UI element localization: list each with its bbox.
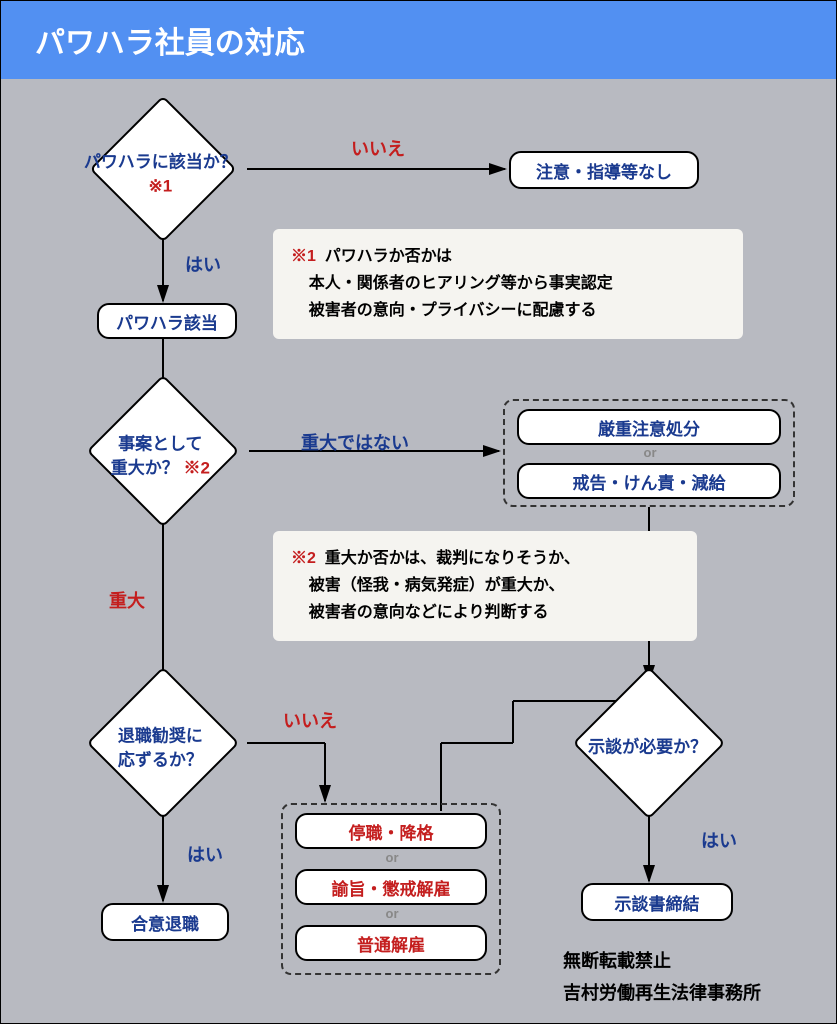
node-caution: 厳重注意処分 (517, 409, 781, 445)
node-applicable: パワハラ該当 (97, 303, 237, 339)
note1-line3: 被害者の意向・プライバシーに配慮する (309, 302, 597, 319)
note-1: ※1 パワハラか否かは 本人・関係者のヒアリング等から事実認定 被害者の意向・プ… (273, 229, 743, 339)
footer-text: 無断転載禁止 吉村労働再生法律事務所 (563, 945, 761, 1010)
decision-pawahara: パワハラに該当か？ ※1 (89, 95, 236, 242)
edge-d3-no-label: いいえ (283, 707, 337, 733)
node-reg-dismiss: 普通解雇 (295, 925, 487, 961)
node-reprimand: 戒告・けん責・減給 (517, 463, 781, 499)
note2-line1: 重大か否かは、裁判になりそうか、 (325, 550, 580, 567)
or-3: or (377, 906, 407, 921)
d2-line1: 事案として (118, 435, 203, 454)
d2-line2: 重大か？ (111, 459, 179, 478)
edge-d4-yes-label: はい (701, 827, 737, 853)
d3-line1: 退職勧奨に (118, 727, 203, 746)
edge-d2-yes-label: 重大 (109, 587, 145, 613)
note-2: ※2 重大か否かは、裁判になりそうか、 被害（怪我・病気発症）が重大か、 被害者… (273, 531, 697, 641)
d1-line1: パワハラに該当か？ (84, 153, 237, 172)
note2-marker: ※2 (291, 550, 316, 567)
or-2: or (377, 850, 407, 865)
d4-label: 示談が必要か？ (588, 737, 707, 756)
note1-line1: パワハラか否かは (325, 248, 452, 265)
d3-line2: 応ずるか？ (118, 751, 203, 770)
edge-d1-yes-label: はい (185, 251, 221, 277)
edge-d1-no-label: いいえ (351, 135, 405, 161)
node-suspend: 停職・降格 (295, 813, 487, 849)
decision-settlement-needed: 示談が必要か？ (573, 667, 726, 820)
node-settlement: 示談書締結 (581, 883, 733, 921)
page-header: パワハラ社員の対応 (1, 1, 836, 79)
edge-d3-yes-label: はい (187, 841, 223, 867)
footer-line2: 吉村労働再生法律事務所 (563, 983, 761, 1003)
note2-line2: 被害（怪我・病気発症）が重大か、 (309, 577, 565, 594)
d2-marker: ※2 (183, 459, 209, 478)
note2-line3: 被害者の意向などにより判断する (309, 604, 549, 621)
decision-serious: 事案として 重大か？ ※2 (87, 375, 240, 528)
d1-marker: ※1 (148, 177, 172, 196)
decision-resign-offer: 退職勧奨に 応ずるか？ (87, 667, 240, 820)
or-1: or (635, 445, 665, 460)
flowchart-canvas: パワハラ社員の対応 パワハラに該 (0, 0, 837, 1024)
node-disc-dismiss: 諭旨・懲戒解雇 (295, 869, 487, 905)
note1-line2: 本人・関係者のヒアリング等から事実認定 (309, 275, 613, 292)
page-title: パワハラ社員の対応 (35, 18, 305, 62)
node-agree-resign: 合意退職 (101, 903, 229, 941)
footer-line1: 無断転載禁止 (563, 951, 671, 971)
note1-marker: ※1 (291, 248, 316, 265)
node-no-action: 注意・指導等なし (509, 151, 699, 189)
edge-d2-no-label: 重大ではない (301, 429, 409, 455)
